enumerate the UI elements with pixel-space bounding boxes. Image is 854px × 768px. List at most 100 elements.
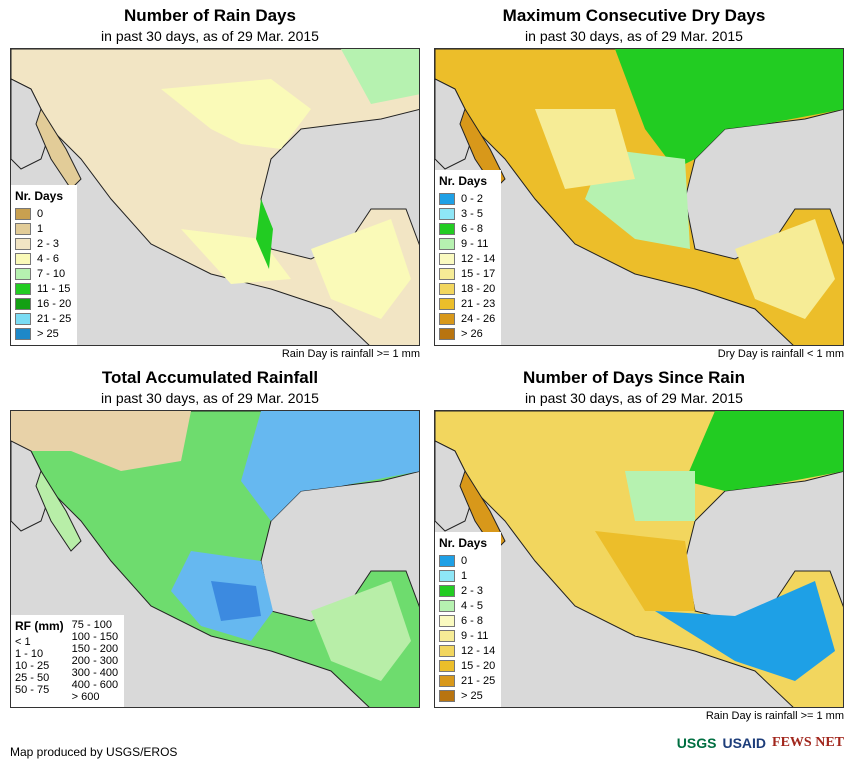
legend-item: 12 - 14 <box>439 251 495 266</box>
legend-swatch <box>439 237 455 250</box>
legend-label: 9 - 11 <box>461 629 489 642</box>
legend-item: 300 - 400 <box>72 667 118 679</box>
legend-label: 15 - 20 <box>461 659 496 672</box>
legend-swatch <box>439 614 455 627</box>
legend-swatch <box>15 207 31 220</box>
legend-item: 21 - 23 <box>439 296 495 311</box>
legend-swatch <box>439 689 455 702</box>
legend-rows: 0 - 2 3 - 5 6 - 8 9 - 11 12 - 14 15 - 17 18 - … <box>439 191 495 341</box>
legend-swatch <box>439 282 455 295</box>
legend-column: 75 - 100 100 - 150 150 - 200 200 - 300 300 -… <box>72 619 118 703</box>
panel-note: Rain Day is rainfall >= 1 mm <box>281 348 420 360</box>
legend-label: 25 - 50 <box>15 672 50 684</box>
legend-swatch <box>15 297 31 310</box>
panel-title: Number of Rain Days <box>124 6 296 25</box>
legend-item: 4 - 6 <box>15 251 71 266</box>
legend-label: 7 - 10 <box>37 267 66 280</box>
legend-label: 21 - 25 <box>461 674 496 687</box>
legend-item: 6 - 8 <box>439 221 495 236</box>
legend-item: 15 - 20 <box>439 658 495 673</box>
legend-label: 12 - 14 <box>461 644 496 657</box>
legend-label: 1 - 10 <box>15 648 44 660</box>
map-days-since-rain: Nr. Days 0 1 2 - 3 4 - 5 6 - 8 9 - 11 12 - 14 1… <box>434 410 844 708</box>
panel-subtitle: in past 30 days, as of 29 Mar. 2015 <box>101 28 319 44</box>
legend-swatch <box>439 629 455 642</box>
legend-label: 21 - 25 <box>37 312 72 325</box>
legend-label: 1 <box>461 569 468 582</box>
legend-item: 21 - 25 <box>15 311 71 326</box>
legend-swatch <box>439 674 455 687</box>
legend-item: 75 - 100 <box>72 619 118 631</box>
legend-label: 24 - 26 <box>461 312 496 325</box>
legend-item: 9 - 11 <box>439 628 495 643</box>
legend-label: 6 - 8 <box>461 222 484 235</box>
legend-swatch <box>439 327 455 340</box>
legend-item: 24 - 26 <box>439 311 495 326</box>
legend-label: 200 - 300 <box>71 655 119 667</box>
legend-item: 25 - 50 <box>15 672 64 684</box>
legend-item: 0 <box>439 553 495 568</box>
legend-rows: 75 - 100 100 - 150 150 - 200 200 - 300 300 -… <box>72 619 118 703</box>
map-credit: Map produced by USGS/EROS <box>10 745 178 759</box>
legend-label: 11 - 15 <box>37 282 71 295</box>
legend-item: > 26 <box>439 326 495 341</box>
legend-label: 100 - 150 <box>71 631 119 643</box>
legend-item: 4 - 5 <box>439 598 495 613</box>
legend-item: 12 - 14 <box>439 643 495 658</box>
legend-label: < 1 <box>15 636 31 648</box>
legend-label: 0 <box>37 207 44 220</box>
map-canvas <box>435 49 843 345</box>
legend-item: 11 - 15 <box>15 281 71 296</box>
map-rain-days: Nr. Days 0 1 2 - 3 4 - 6 7 - 10 11 - 15 16 - 2… <box>10 48 420 346</box>
legend-label: 4 - 6 <box>37 252 60 265</box>
panel-title: Maximum Consecutive Dry Days <box>502 6 766 25</box>
legend-label: 15 - 17 <box>461 267 496 280</box>
panel-subtitle: in past 30 days, as of 29 Mar. 2015 <box>101 390 319 406</box>
usgs-logo: USGS <box>676 735 717 751</box>
legend-label: 9 - 11 <box>461 237 489 250</box>
legend-swatch <box>15 327 31 340</box>
legend-swatch <box>15 312 31 325</box>
legend-rows: 0 1 2 - 3 4 - 5 6 - 8 9 - 11 12 - 14 15 - 20 21 … <box>439 553 495 703</box>
legend-swatch <box>439 584 455 597</box>
legend-label: 0 - 2 <box>461 192 484 205</box>
legend-label: 3 - 5 <box>461 207 484 220</box>
legend-swatch <box>439 267 455 280</box>
legend-swatch <box>15 282 31 295</box>
legend-item: 1 - 10 <box>15 648 64 660</box>
legend-label: 150 - 200 <box>71 643 119 655</box>
legend-label: 6 - 8 <box>461 614 484 627</box>
panel-note: Dry Day is rainfall < 1 mm <box>717 348 844 360</box>
legend-swatch <box>439 644 455 657</box>
legend-title: Nr. Days <box>439 174 488 188</box>
legend-label: > 25 <box>461 689 483 702</box>
panel-title: Total Accumulated Rainfall <box>101 368 319 387</box>
panel-subtitle: in past 30 days, as of 29 Mar. 2015 <box>525 28 743 44</box>
legend-label: 0 <box>461 554 468 567</box>
legend-item: 2 - 3 <box>439 583 495 598</box>
legend-label: 16 - 20 <box>37 297 72 310</box>
legend-swatch <box>439 222 455 235</box>
legend-item: > 600 <box>72 691 118 703</box>
legend-dry-days: Nr. Days 0 - 2 3 - 5 6 - 8 9 - 11 12 - 14 15 … <box>435 170 502 345</box>
legend-swatch <box>439 659 455 672</box>
map-canvas <box>435 411 843 707</box>
legend-swatch <box>15 267 31 280</box>
panel-title: Number of Days Since Rain <box>522 368 745 387</box>
legend-label: 1 <box>37 222 44 235</box>
legend-item: 1 <box>439 568 495 583</box>
legend-label: 4 - 5 <box>461 599 484 612</box>
legend-swatch <box>439 252 455 265</box>
legend-item: 10 - 25 <box>15 660 64 672</box>
legend-label: 75 - 100 <box>71 619 113 631</box>
legend-label: > 26 <box>461 327 483 340</box>
legend-item: 18 - 20 <box>439 281 495 296</box>
legend-item: 2 - 3 <box>15 236 71 251</box>
legend-item: 1 <box>15 221 71 236</box>
legend-label: > 600 <box>71 691 100 703</box>
legend-item: 15 - 17 <box>439 266 495 281</box>
fews-net-logo: FEWS NET <box>772 735 844 750</box>
legend-item: 21 - 25 <box>439 673 495 688</box>
